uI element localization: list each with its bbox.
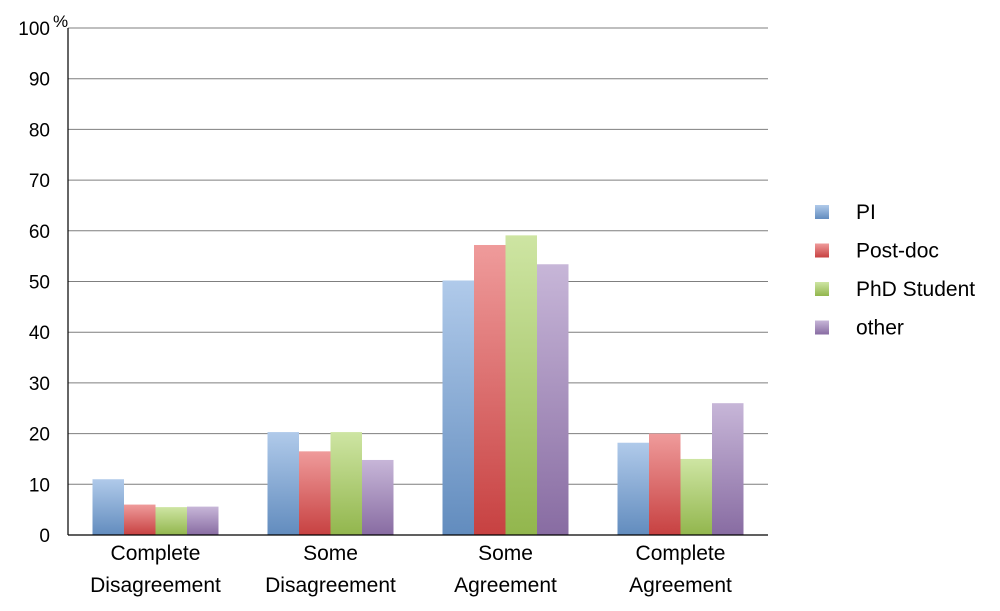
x-category-label: Complete bbox=[111, 542, 201, 565]
y-tick-label: 90 bbox=[29, 70, 50, 91]
y-tick-label: 20 bbox=[29, 425, 50, 446]
x-category-label: Agreement bbox=[629, 574, 732, 597]
y-tick-label: 60 bbox=[29, 222, 50, 243]
x-category-label: Some bbox=[303, 542, 358, 565]
x-category-label: Disagreement bbox=[90, 574, 221, 597]
legend-label: Post-doc bbox=[856, 240, 939, 263]
gridlines bbox=[68, 27, 768, 485]
x-category-label: Some bbox=[478, 542, 533, 565]
legend-item-phd-student: PhD Student bbox=[815, 278, 975, 301]
y-tick-label: 100 bbox=[18, 19, 50, 40]
legend-label: other bbox=[856, 317, 904, 340]
legend-label: PI bbox=[856, 201, 876, 224]
legend-item-pi: PI bbox=[815, 201, 876, 224]
y-tick-label: 0 bbox=[39, 526, 50, 547]
legend-swatch bbox=[815, 282, 829, 296]
y-axis-unit-label: % bbox=[53, 12, 68, 31]
legend-item-post-doc: Post-doc bbox=[815, 240, 939, 263]
x-category-label: Complete bbox=[636, 542, 726, 565]
legend-swatch bbox=[815, 205, 829, 219]
legend-swatch bbox=[815, 243, 829, 258]
legend-item-other: other bbox=[815, 317, 904, 340]
bar-post-doc-1 bbox=[299, 451, 331, 535]
bar-pi-1 bbox=[267, 432, 299, 535]
bar-phd-student-1 bbox=[330, 432, 362, 535]
bar-phd-student-0 bbox=[155, 507, 187, 535]
legend: PI Post-doc PhD Student other bbox=[815, 201, 975, 340]
bar-other-0 bbox=[187, 506, 219, 535]
legend-label: PhD Student bbox=[856, 278, 975, 301]
bar-post-doc-0 bbox=[124, 504, 156, 535]
y-tick-label: 50 bbox=[29, 273, 50, 294]
y-tick-label: 70 bbox=[29, 171, 50, 192]
bar-pi-0 bbox=[92, 479, 124, 535]
bars bbox=[92, 235, 744, 535]
bar-pi-3 bbox=[617, 442, 649, 535]
bar-post-doc-2 bbox=[474, 244, 506, 535]
x-category-label: Disagreement bbox=[265, 574, 396, 597]
y-tick-label: 30 bbox=[29, 374, 50, 395]
x-category-label: Agreement bbox=[454, 574, 557, 597]
bar-other-3 bbox=[712, 403, 744, 535]
y-axis-ticks: 0 10 20 30 40 50 60 70 80 90 100 bbox=[18, 19, 50, 547]
y-tick-label: 10 bbox=[29, 475, 50, 496]
legend-swatch bbox=[815, 320, 829, 335]
bar-pi-2 bbox=[442, 280, 474, 535]
bar-other-2 bbox=[537, 264, 569, 535]
bar-phd-student-2 bbox=[505, 235, 537, 535]
y-tick-label: 40 bbox=[29, 323, 50, 344]
bar-post-doc-3 bbox=[649, 433, 681, 535]
x-axis-category-labels: Complete Disagreement Some Disagreement Some… bbox=[90, 542, 732, 597]
y-tick-label: 80 bbox=[29, 120, 50, 141]
bar-other-1 bbox=[362, 459, 394, 535]
bar-phd-student-3 bbox=[680, 458, 712, 535]
